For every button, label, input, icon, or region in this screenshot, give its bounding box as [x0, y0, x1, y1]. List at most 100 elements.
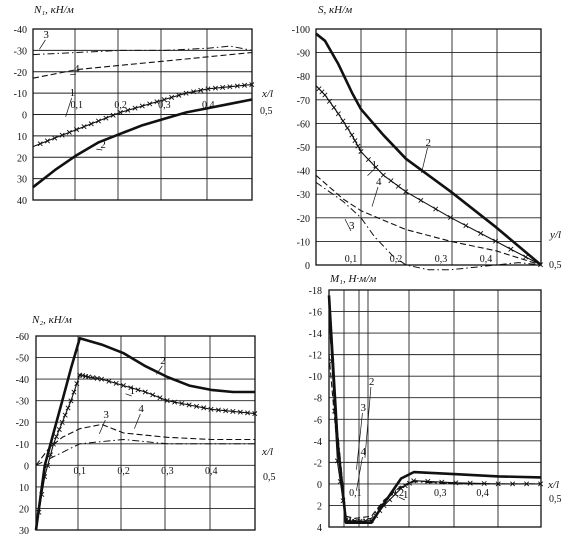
chart-s-series-1-marker	[355, 143, 361, 149]
chart-n2-series-1-marker	[106, 378, 112, 384]
chart-m1-y-tick-7: -4	[314, 437, 322, 448]
chart-n1-x-tick-4: 0,5	[260, 106, 273, 117]
chart-n2-series-1-marker	[150, 392, 156, 398]
chart-s-x-tick-0: 0,1	[345, 254, 358, 265]
chart-n1-series-1-marker	[117, 109, 123, 115]
chart-n2-y-tick-6: 0	[24, 461, 29, 472]
chart-s-x-tick-2: 0,3	[435, 254, 448, 265]
chart-m1-x-tick-0: 0,1	[349, 488, 362, 499]
chart-n1-series-1-marker	[205, 86, 211, 92]
chart-s-x-tick-3: 0,4	[480, 254, 493, 265]
chart-n2-series-1-marker	[201, 405, 207, 411]
chart-n1-title: N₁, кН/м	[33, 4, 74, 16]
chart-n2-series-1-marker	[99, 376, 105, 382]
chart-m1-y-tick-2: -14	[309, 329, 322, 340]
chart-n1-series-label-4: 4	[74, 63, 80, 75]
chart-m1-series-4	[328, 354, 541, 519]
chart-s-x-tick-4: 0,5	[549, 260, 562, 271]
chart-s-series-3	[315, 181, 542, 271]
chart-n2-series-1-marker	[179, 400, 185, 407]
chart-n1-series-1-marker	[125, 107, 131, 113]
chart-s-series-2	[315, 32, 542, 266]
chart-n2-series-1-marker	[68, 398, 74, 404]
chart-n1-series-1-marker	[234, 83, 240, 89]
chart-n2-series-1-marker	[90, 375, 96, 381]
chart-n2-series-1-marker	[65, 405, 71, 411]
chart-n1-series-1-marker	[212, 85, 218, 91]
chart-m1-title: M₁, Н·м/м	[329, 273, 376, 285]
chart-n2-x-tick-0: 0,1	[74, 466, 87, 477]
chart-n2-series-1-marker	[194, 403, 200, 409]
chart-n2-y-tick-4: -20	[16, 418, 29, 429]
chart-s-series-label-2: 2	[426, 137, 432, 149]
chart-m1-series-leader-4	[356, 456, 363, 491]
chart-n2-series-leader-3	[98, 419, 106, 434]
chart-s-xlabel: y/l	[549, 229, 561, 241]
chart-n2-series-1-marker	[252, 411, 258, 417]
chart-s-series-1-marker	[493, 238, 499, 244]
chart-n2-title: N₂, кН/м	[31, 314, 72, 326]
chart-n1-series-1-marker	[220, 84, 226, 90]
chart-m1-x-tick-3: 0,4	[476, 488, 489, 499]
chart-m1-y-tick-8: -2	[314, 458, 322, 469]
chart-s-series-1-marker	[340, 118, 346, 124]
chart-m1-x-tick-4: 0,5	[549, 494, 562, 505]
chart-m1-y-tick-3: -12	[309, 351, 322, 362]
chart-s-title: S, кН/м	[318, 4, 352, 16]
chart-n2-x-tick-1: 0,2	[117, 466, 130, 477]
chart-n1-series-2	[32, 98, 253, 189]
chart-n2-y-tick-7: 10	[19, 483, 29, 494]
chart-n1-x-tick-3: 0,4	[202, 100, 215, 111]
chart-m1-y-tick-11: 4	[317, 523, 322, 534]
chart-n2-y-tick-8: 20	[19, 504, 29, 515]
chart-n1-x-tick-1: 0,2	[114, 100, 127, 111]
chart-s-series-1-marker	[523, 254, 529, 260]
chart-n1-series-4	[32, 51, 253, 79]
chart-m1-series-1-marker	[524, 481, 530, 487]
chart-n2-series-1-marker	[85, 374, 91, 380]
chart-s-y-tick-9: -10	[297, 237, 310, 248]
chart-n2-series-1	[35, 374, 256, 531]
chart-n2-series-leader-2	[155, 365, 163, 375]
chart-n1-series-label-1: 1	[70, 87, 76, 99]
chart-n2-series-2	[34, 336, 255, 531]
chart-n2-series-1-marker	[120, 382, 126, 389]
chart-s-y-tick-5: -50	[297, 143, 310, 154]
chart-n1-y-tick-3: -10	[14, 89, 27, 100]
chart-n2-series-1-marker	[53, 434, 59, 440]
chart-n2-series-4	[35, 423, 255, 466]
chart-n2-series-leader-4	[134, 413, 141, 429]
chart-n2-series-1-marker	[157, 395, 163, 401]
chart-n2-series-label-4: 4	[138, 403, 144, 415]
chart-s-y-tick-8: -20	[297, 214, 310, 225]
chart-s-series-leader-2	[421, 147, 428, 174]
chart-n1-series-1-marker	[147, 101, 153, 107]
chart-n1-series-1-marker	[227, 84, 233, 90]
chart-s-x-tick-1: 0,2	[390, 254, 403, 265]
chart-m1-series-leader-2	[364, 386, 372, 458]
chart-n1-xlabel: x/l	[261, 88, 273, 100]
chart-n2-y-tick-2: -40	[16, 375, 29, 386]
chart-n2-y-tick-1: -50	[16, 354, 29, 365]
chart-n1-series-1-marker	[103, 115, 109, 121]
chart-n2-series-1-marker	[113, 380, 119, 386]
chart-n1-series-label-2: 2	[100, 139, 106, 151]
chart-s-frame	[315, 28, 542, 266]
chart-n1-series-1-marker	[37, 141, 43, 147]
chart-n1-x-tick-0: 0,1	[71, 100, 84, 111]
chart-n1-frame	[32, 28, 253, 201]
chart-n1-series-1-marker	[52, 135, 58, 141]
chart-s-series-1-marker	[335, 111, 341, 117]
chart-n2-series-1-marker	[74, 381, 80, 387]
chart-n1-y-tick-0: -40	[14, 25, 27, 36]
chart-n1-series-1-marker	[176, 92, 182, 98]
chart-n1-series-1-marker	[169, 94, 175, 100]
chart-m1-xlabel: x/l	[547, 479, 559, 491]
chart-m1: M₁, Н·м/м x/l -18 -16 -14 -12 -10 -8 -6 -4 -2 0 2 4…	[309, 273, 562, 534]
chart-s-y-tick-3: -70	[297, 96, 310, 107]
chart-m1-series-leader-3	[356, 412, 363, 470]
chart-n2-xlabel: x/l	[261, 446, 273, 458]
chart-n2-series-1-marker	[71, 389, 77, 395]
chart-n2-series-1-marker	[59, 419, 65, 425]
